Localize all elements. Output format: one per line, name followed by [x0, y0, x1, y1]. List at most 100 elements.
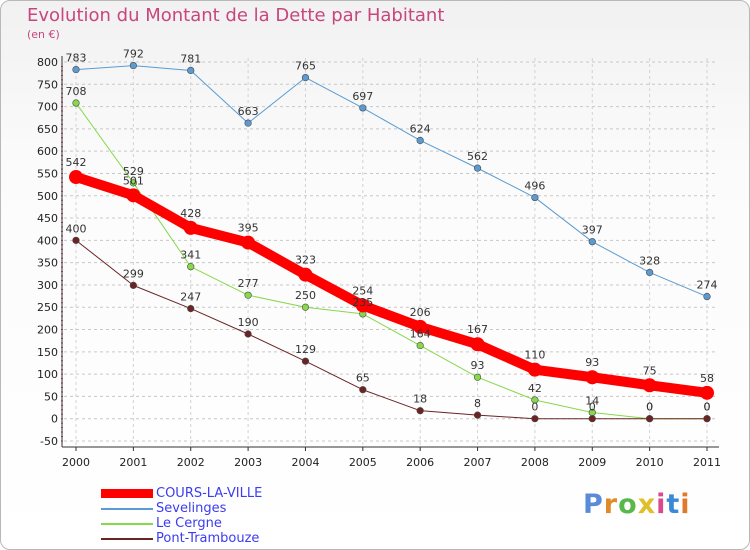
data-label-cours-la-ville: 93 — [585, 356, 599, 369]
legend-swatch-cours-la-ville — [101, 489, 153, 498]
data-point-pont-trambouze — [301, 357, 310, 365]
data-label-sevelinges: 792 — [123, 48, 144, 61]
data-point-le-cergne — [72, 99, 80, 107]
data-label-pont-trambouze: 18 — [413, 393, 427, 406]
data-point-sevelinges — [531, 193, 539, 202]
x-tick-label: 2011 — [693, 456, 721, 469]
data-label-le-cergne: 0 — [646, 401, 653, 414]
legend-label: Le Cergne — [156, 516, 222, 531]
data-label-cours-la-ville: 428 — [180, 207, 201, 220]
data-label-cours-la-ville: 58 — [700, 372, 714, 385]
data-label-le-cergne: 164 — [410, 328, 431, 341]
data-point-pont-trambouze — [187, 304, 195, 313]
data-label-cours-la-ville: 167 — [467, 323, 488, 336]
data-point-pont-trambouze — [416, 407, 424, 415]
data-point-le-cergne — [129, 179, 137, 187]
y-tick-label: 700 — [37, 101, 58, 114]
data-label-pont-trambouze: 299 — [123, 267, 144, 280]
y-tick-label: 500 — [37, 190, 58, 203]
y-tick-label: 250 — [37, 301, 58, 314]
x-tick-label: 2006 — [406, 456, 434, 469]
data-point-le-cergne — [244, 291, 252, 299]
data-point-sevelinges — [129, 61, 137, 70]
data-label-le-cergne: 14 — [585, 394, 599, 407]
y-tick-label: 300 — [37, 279, 58, 292]
x-tick-label: 2004 — [291, 456, 319, 469]
data-label-pont-trambouze: 190 — [238, 316, 259, 329]
data-point-cours-la-ville — [527, 362, 542, 377]
data-label-sevelinges: 562 — [467, 150, 488, 163]
y-tick-label: 800 — [37, 56, 58, 69]
data-point-le-cergne — [416, 341, 424, 350]
data-point-sevelinges — [703, 292, 711, 301]
legend-label: COURS-LA-VILLE — [156, 486, 263, 501]
data-label-le-cergne: 42 — [528, 382, 542, 395]
data-label-sevelinges: 496 — [524, 180, 545, 193]
data-label-cours-la-ville: 501 — [123, 174, 144, 187]
logo-letter: t — [666, 489, 681, 520]
data-label-sevelinges: 765 — [295, 60, 316, 73]
data-point-sevelinges — [473, 164, 482, 172]
data-point-cours-la-ville — [355, 298, 370, 313]
y-tick-label: 0 — [51, 413, 58, 426]
data-point-pont-trambouze — [703, 415, 711, 423]
data-point-sevelinges — [416, 136, 424, 145]
y-tick-label: 200 — [37, 324, 58, 337]
data-label-cours-la-ville: 323 — [295, 254, 316, 267]
data-label-pont-trambouze: 247 — [180, 291, 201, 304]
data-point-cours-la-ville — [241, 235, 256, 250]
y-tick-label: 650 — [37, 123, 58, 136]
data-label-sevelinges: 624 — [410, 122, 431, 135]
data-point-cours-la-ville — [69, 170, 83, 185]
y-tick-label: 350 — [37, 257, 58, 270]
data-label-le-cergne: 250 — [295, 289, 316, 302]
data-label-pont-trambouze: 0 — [589, 401, 596, 414]
logo-letter: i — [680, 489, 691, 520]
data-point-cours-la-ville — [298, 267, 313, 282]
data-label-sevelinges: 781 — [180, 52, 201, 65]
data-label-sevelinges: 328 — [639, 254, 660, 267]
data-point-pont-trambouze — [359, 386, 367, 394]
data-point-sevelinges — [72, 65, 80, 74]
data-point-sevelinges — [301, 74, 310, 82]
data-point-pont-trambouze — [129, 281, 137, 289]
data-point-pont-trambouze — [588, 415, 596, 423]
data-point-cours-la-ville — [470, 337, 485, 352]
y-tick-label: 150 — [37, 346, 58, 359]
y-tick-label: -50 — [40, 435, 58, 448]
data-point-sevelinges — [588, 238, 596, 246]
data-point-pont-trambouze — [531, 415, 539, 423]
data-point-le-cergne — [187, 263, 195, 271]
logo-letter: P — [583, 489, 604, 520]
y-tick-label: 600 — [37, 145, 58, 158]
x-tick-label: 2008 — [521, 456, 549, 469]
data-label-sevelinges: 663 — [238, 105, 259, 118]
proxiti-logo: Proxiti — [583, 489, 691, 520]
x-tick-label: 2000 — [62, 456, 90, 469]
axis-layer: -500501001502002503003504004505005506006… — [37, 56, 721, 469]
series-line-sevelinges — [75, 65, 708, 298]
y-tick-label: 750 — [37, 78, 58, 91]
data-point-pont-trambouze — [646, 415, 654, 423]
series-line-pont-trambouze — [75, 239, 708, 420]
data-point-cours-la-ville — [413, 319, 428, 334]
data-label-le-cergne: 93 — [471, 359, 485, 372]
data-label-cours-la-ville: 75 — [643, 364, 657, 377]
legend-label: Pont-Trambouze — [156, 531, 260, 546]
y-tick-label: 100 — [37, 368, 58, 381]
legend-label: Sevelinges — [156, 501, 227, 516]
series-line-le-cergne — [75, 102, 708, 420]
data-label-cours-la-ville: 542 — [66, 156, 87, 169]
data-point-cours-la-ville — [585, 370, 600, 385]
series-layer — [69, 61, 714, 423]
data-label-le-cergne: 708 — [66, 85, 87, 98]
data-label-sevelinges: 397 — [582, 224, 603, 237]
chart-title: Evolution du Montant de la Dette par Hab… — [27, 5, 445, 26]
data-point-pont-trambouze — [473, 411, 482, 419]
logo-letter: x — [637, 489, 657, 520]
data-point-pont-trambouze — [244, 330, 252, 338]
data-label-le-cergne: 235 — [352, 296, 373, 309]
data-label-pont-trambouze: 8 — [474, 397, 481, 410]
